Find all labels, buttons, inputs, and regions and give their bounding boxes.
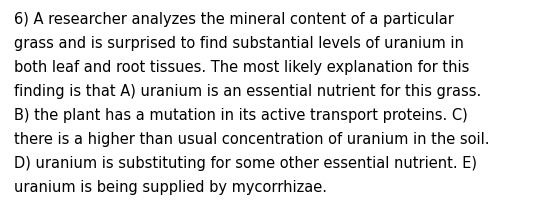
Text: uranium is being supplied by mycorrhizae.: uranium is being supplied by mycorrhizae… [14,180,327,195]
Text: B) the plant has a mutation in its active transport proteins. C): B) the plant has a mutation in its activ… [14,108,468,123]
Text: finding is that A) uranium is an essential nutrient for this grass.: finding is that A) uranium is an essenti… [14,84,481,99]
Text: 6) A researcher analyzes the mineral content of a particular: 6) A researcher analyzes the mineral con… [14,12,454,27]
Text: both leaf and root tissues. The most likely explanation for this: both leaf and root tissues. The most lik… [14,60,469,75]
Text: there is a higher than usual concentration of uranium in the soil.: there is a higher than usual concentrati… [14,132,489,147]
Text: D) uranium is substituting for some other essential nutrient. E): D) uranium is substituting for some othe… [14,156,477,171]
Text: grass and is surprised to find substantial levels of uranium in: grass and is surprised to find substanti… [14,36,464,51]
